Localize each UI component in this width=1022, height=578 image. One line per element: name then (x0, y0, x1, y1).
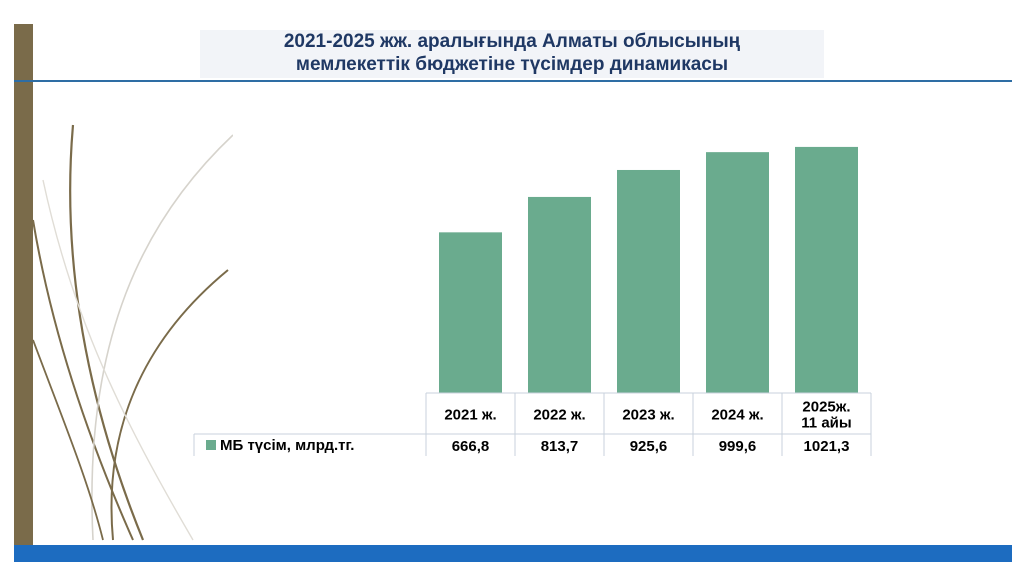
bar-2 (528, 196, 591, 393)
left-accent-stripe (14, 24, 33, 545)
x-tick-label: 2023 ж. (622, 407, 674, 424)
bar-chart: 2021 ж. 2022 ж. 2023 ж. 2024 ж. 2025ж.11 айы… (193, 146, 872, 456)
title-line-2: мемлекеттік бюджетіне түсімдер динамикас… (295, 54, 729, 75)
x-tick-label: 2025ж. (802, 399, 850, 416)
legend-label: МБ түсім, млрд.тг. (220, 437, 354, 454)
data-label: 666,8 (452, 438, 490, 455)
x-tick-label: 2024 ж. (711, 407, 763, 424)
data-label: 925,6 (630, 438, 668, 455)
slide-title: 2021-2025 жж. аралығында Алматы облысыны… (200, 30, 824, 78)
x-tick-label: 2022 ж. (533, 407, 585, 424)
bar-3 (617, 169, 680, 393)
title-underline (14, 80, 1012, 82)
data-label: 813,7 (541, 438, 579, 455)
data-label: 999,6 (719, 438, 757, 455)
bar-4 (706, 152, 769, 393)
data-label: 1021,3 (804, 438, 850, 455)
x-tick-label: 11 айы (801, 415, 851, 432)
decorative-curves (33, 124, 233, 541)
bar-5 (795, 146, 858, 393)
bar-1 (439, 232, 502, 393)
title-line-1: 2021-2025 жж. аралығында Алматы облысыны… (283, 31, 741, 52)
legend-swatch (206, 440, 216, 450)
bottom-accent-bar (14, 545, 1012, 562)
x-tick-label: 2021 ж. (444, 407, 496, 424)
